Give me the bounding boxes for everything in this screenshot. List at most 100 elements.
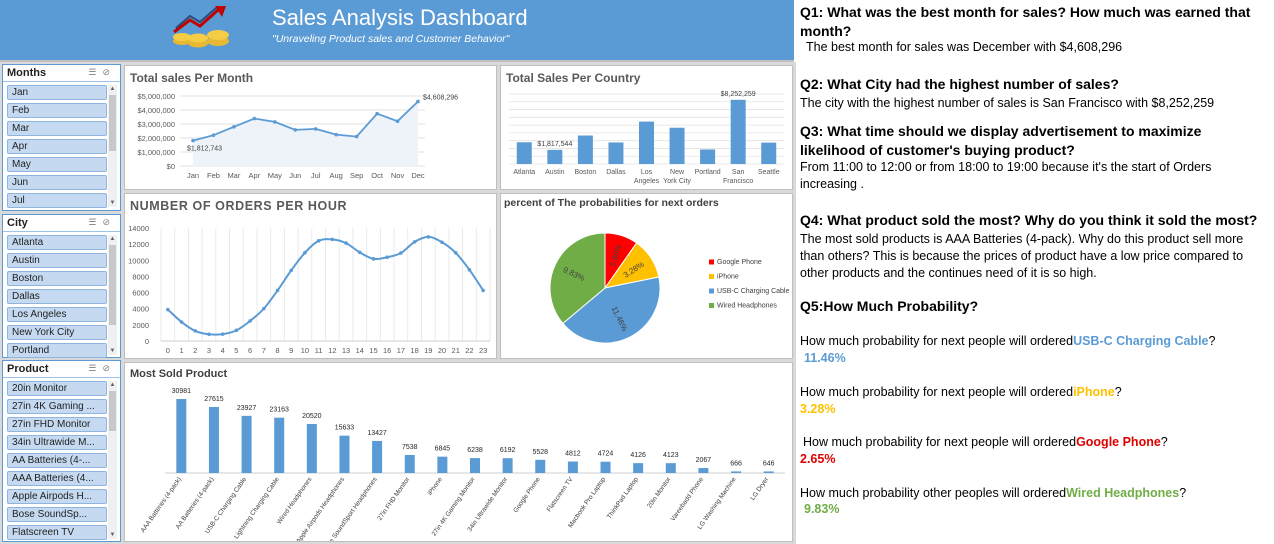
scroll-down-icon[interactable]: ▼	[109, 200, 116, 206]
scroll-up-icon[interactable]: ▲	[109, 382, 116, 388]
slicer-item-portland[interactable]: Portland	[7, 343, 107, 358]
data-label: 2067	[696, 457, 712, 464]
y-tick-label: 0	[145, 337, 149, 346]
slicer-scrollbar[interactable]: ▲ ▼	[108, 85, 117, 207]
data-point	[354, 134, 359, 139]
x-tick-label: 23	[479, 346, 487, 355]
slicer-item-dallas[interactable]: Dallas	[7, 289, 107, 304]
slicer-item-flatscreen-tv[interactable]: Flatscreen TV	[7, 525, 107, 540]
slicer-item-bose-soundsp[interactable]: Bose SoundSp...	[7, 507, 107, 522]
slicer-item-may[interactable]: May	[7, 157, 107, 172]
slicer-item-27in-fhd-monitor[interactable]: 27in FHD Monitor	[7, 417, 107, 432]
multi-select-icon[interactable]: ☰	[88, 67, 103, 77]
data-label: 4812	[565, 451, 581, 458]
slicer-item-atlanta[interactable]: Atlanta	[7, 235, 107, 250]
question-4: Q4: What product sold the most? Why do y…	[800, 212, 1258, 228]
probability-question-usbc: How much probability for next people wil…	[800, 334, 1216, 348]
y-tick-label: 12000	[128, 240, 149, 249]
slicer-item-jan[interactable]: Jan	[7, 85, 107, 100]
data-point	[234, 328, 239, 333]
scroll-thumb[interactable]	[109, 391, 116, 431]
x-tick-label: Sep	[350, 171, 363, 180]
answer-2: The city with the highest number of sale…	[800, 96, 1215, 110]
bar	[608, 142, 624, 164]
sales-per-country-plot: Atlanta Austin $1,817,544 Boston Dallas Los An…	[509, 91, 784, 185]
probability-product: Wired Headphones	[1066, 486, 1180, 500]
product-slicer[interactable]: Product ☰⊘ 20in Monitor 27in 4K Gaming ..…	[2, 360, 121, 542]
scroll-up-icon[interactable]: ▲	[109, 236, 116, 242]
slicer-item-new-york-city[interactable]: New York City	[7, 325, 107, 340]
data-point	[316, 239, 321, 243]
y-tick-label: $3,000,000	[137, 120, 175, 129]
data-point	[426, 235, 431, 239]
scroll-up-icon[interactable]: ▲	[109, 86, 116, 92]
data-point	[334, 132, 338, 137]
bar	[665, 463, 676, 473]
x-tick-label: York City	[663, 178, 691, 185]
x-tick-label: 20in Monitor	[646, 475, 673, 509]
data-point	[193, 329, 198, 333]
data-label: 27615	[204, 396, 224, 403]
city-slicer[interactable]: City ☰⊘ Atlanta Austin Boston Dallas Los Ang…	[2, 214, 121, 358]
slicer-item-34in-ultrawide-m[interactable]: 34in Ultrawide M...	[7, 435, 107, 450]
scroll-down-icon[interactable]: ▼	[109, 348, 116, 354]
dashboard-header: Sales Analysis Dashboard "Unraveling Pro…	[0, 0, 794, 62]
x-tick-label: 17	[397, 346, 405, 355]
data-point	[385, 255, 389, 260]
bar	[241, 415, 252, 473]
slicer-item-los-angeles[interactable]: Los Angeles	[7, 307, 107, 322]
slicer-item-austin[interactable]: Austin	[7, 253, 107, 268]
clear-filter-icon[interactable]: ⊘	[102, 67, 116, 77]
data-label: 23163	[269, 407, 289, 414]
clear-filter-icon[interactable]: ⊘	[102, 217, 116, 227]
bar	[633, 463, 644, 473]
slicer-item-jun[interactable]: Jun	[7, 175, 107, 190]
scroll-down-icon[interactable]: ▼	[109, 532, 116, 538]
data-point	[211, 133, 216, 137]
data-label: $8,252,259	[721, 91, 756, 98]
scroll-thumb[interactable]	[109, 95, 116, 151]
answer-1: The best month for sales was December wi…	[806, 40, 1123, 54]
slicer-item-apr[interactable]: Apr	[7, 139, 107, 154]
data-point	[371, 257, 376, 261]
multi-select-icon[interactable]: ☰	[88, 363, 103, 373]
x-tick-label: 2	[193, 346, 197, 355]
data-point	[395, 119, 400, 123]
x-tick-label: 5	[234, 346, 238, 355]
x-tick-label: Jun	[289, 171, 301, 180]
x-tick-label: 9	[289, 346, 293, 355]
slicer-item-apple-airpods-h[interactable]: Apple Airpods H...	[7, 489, 107, 504]
answer-3: From 11:00 to 12:00 or from 18:00 to 19:…	[800, 160, 1212, 191]
slicer-scrollbar[interactable]: ▲ ▼	[108, 381, 117, 539]
slicer-item-aa-batteries-4[interactable]: AA Batteries (4-...	[7, 453, 107, 468]
probability-prefix: How much probability other peoples will …	[800, 486, 1067, 500]
slicer-item-feb[interactable]: Feb	[7, 103, 107, 118]
slicer-item-27in-4k-gaming[interactable]: 27in 4K Gaming ...	[7, 399, 107, 414]
x-tick-label: 6	[248, 346, 252, 355]
data-point	[232, 125, 236, 129]
chart-title: Total sales Per Month	[130, 71, 254, 85]
data-point	[467, 268, 472, 272]
sales-per-month-plot: $0 $1,000,000 $2,000,000 $3,000,000 $4,000,0…	[137, 92, 458, 180]
clear-filter-icon[interactable]: ⊘	[102, 363, 116, 373]
legend-swatch	[709, 303, 714, 308]
data-label: 20520	[302, 413, 322, 420]
y-tick-label: 10000	[128, 256, 149, 265]
data-label: 4126	[630, 452, 646, 459]
x-tick-label: 4	[221, 346, 225, 355]
slicer-item-jul[interactable]: Jul	[7, 193, 107, 208]
scroll-thumb[interactable]	[109, 245, 116, 325]
x-tick-label: 1	[179, 346, 183, 355]
multi-select-icon[interactable]: ☰	[88, 217, 103, 227]
slicer-item-20in-monitor[interactable]: 20in Monitor	[7, 381, 107, 396]
x-tick-label: Aug	[330, 171, 343, 180]
slicer-item-aaa-batteries-4[interactable]: AAA Batteries (4...	[7, 471, 107, 486]
slicer-scrollbar[interactable]: ▲ ▼	[108, 235, 117, 355]
bar	[516, 142, 532, 164]
x-tick-label: 10	[301, 346, 309, 355]
months-slicer[interactable]: Months ☰⊘ Jan Feb Mar Apr May Jun Jul ▲ ▼	[2, 64, 121, 211]
slicer-item-boston[interactable]: Boston	[7, 271, 107, 286]
data-label: $1,812,743	[187, 146, 222, 153]
probability-value-iphone: 3.28%	[800, 402, 836, 416]
slicer-item-mar[interactable]: Mar	[7, 121, 107, 136]
